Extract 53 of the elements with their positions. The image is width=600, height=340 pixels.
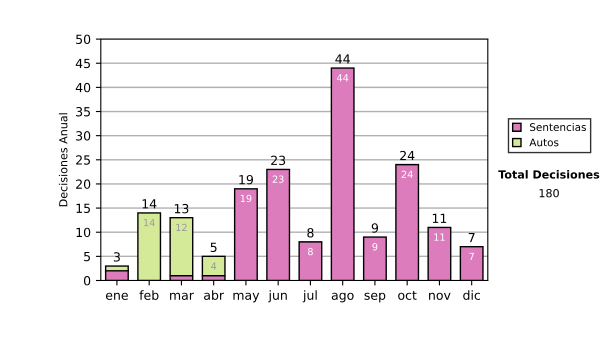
legend-label: Autos [529, 138, 558, 146]
total-label: 23 [271, 156, 286, 166]
data-label: 12 [176, 224, 187, 231]
x-tick-label: may [233, 292, 260, 302]
total-label: 5 [210, 242, 217, 252]
y-tick-label: 45 [76, 58, 90, 68]
total-label: 44 [335, 54, 350, 64]
total-label: 24 [400, 150, 414, 160]
y-axis-title: Decisiones Anual [58, 113, 68, 206]
x-tick-label: ago [332, 292, 354, 302]
total-label: 19 [239, 174, 253, 184]
x-tick-label: dic [463, 290, 480, 300]
bar [202, 256, 226, 276]
data-label: 44 [336, 74, 348, 82]
total-label: 13 [174, 204, 188, 214]
total-label: 9 [372, 223, 378, 233]
x-tick-label: mar [170, 292, 194, 300]
data-label: 11 [434, 234, 445, 241]
bar [169, 217, 194, 276]
total-label: 7 [468, 233, 475, 242]
x-tick-label: sep [364, 292, 386, 302]
y-tick-label: 5 [84, 252, 90, 262]
total-label: 11 [432, 214, 446, 223]
y-tick-label: 25 [76, 155, 90, 165]
data-label: 8 [308, 248, 313, 256]
x-tick-label: nov [429, 292, 451, 300]
data-label: 4 [211, 262, 216, 270]
x-tick-label: jun [268, 290, 287, 302]
y-tick-label: 50 [76, 34, 90, 44]
y-tick-label: 15 [76, 204, 90, 214]
legend-label: Sentencias [530, 122, 586, 132]
data-label: 23 [272, 175, 284, 183]
x-tick-label: oct [398, 290, 417, 300]
total-label: 8 [307, 228, 314, 238]
y-tick-label: 35 [76, 106, 90, 116]
text: Total Decisiones [498, 170, 600, 179]
data-label: 24 [402, 170, 413, 178]
y-tick-label: 0 [84, 276, 90, 286]
x-tick-label: ene [106, 292, 128, 300]
x-tick-label: feb [139, 290, 159, 300]
data-label: 7 [469, 252, 474, 260]
y-tick-label: 20 [76, 179, 90, 189]
total-label: 3 [114, 252, 120, 262]
data-label: 19 [240, 194, 252, 202]
total-label: 14 [142, 199, 156, 208]
data-label: 14 [144, 219, 155, 226]
y-tick-label: 30 [76, 131, 90, 141]
x-tick-label: abr [204, 290, 224, 300]
y-tick-label: 10 [76, 228, 90, 238]
data-label: 9 [372, 243, 378, 250]
text: 180 [540, 188, 559, 198]
y-tick-label: 40 [76, 82, 90, 92]
x-tick-label: jul [302, 290, 317, 302]
